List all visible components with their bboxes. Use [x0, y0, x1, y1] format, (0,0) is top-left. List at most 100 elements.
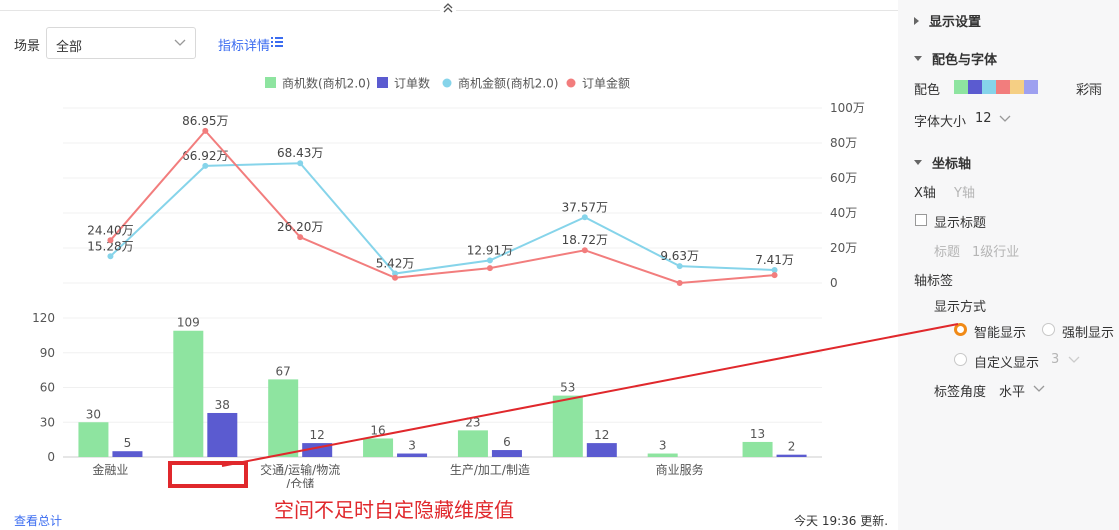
- line-value-label: 24.40万: [87, 223, 133, 237]
- title-input[interactable]: 1级行业: [972, 245, 1020, 260]
- legend-label: 商机金额(商机2.0): [458, 76, 558, 91]
- view-total-link[interactable]: 查看总计: [14, 514, 63, 528]
- annotation-highlight-box: [168, 461, 248, 488]
- palette-swatch: [968, 80, 982, 94]
- scene-select[interactable]: 全部: [46, 27, 196, 59]
- caret-down-icon: [914, 56, 922, 61]
- line-point: [771, 267, 778, 274]
- line-value-label: 5.42万: [376, 257, 415, 271]
- bar: [552, 395, 583, 457]
- bar: [397, 453, 428, 457]
- line-y-tick-label: 0: [830, 276, 838, 290]
- chevron-down-icon[interactable]: [1033, 385, 1045, 393]
- label-angle-label: 标签角度: [934, 385, 987, 400]
- indicator-detail-link[interactable]: 指标详情: [218, 39, 271, 54]
- chevron-down-icon[interactable]: [1068, 356, 1080, 364]
- section-color-font[interactable]: 配色与字体: [914, 49, 997, 68]
- legend-swatch: [265, 77, 276, 88]
- legend-label: 订单数: [394, 76, 430, 91]
- line-point: [771, 272, 778, 279]
- bar-value-label: 67: [276, 364, 291, 378]
- palette-swatch: [1024, 80, 1038, 94]
- legend-swatch: [566, 78, 576, 88]
- line-y-tick-label: 40万: [830, 206, 857, 220]
- bar: [363, 438, 394, 457]
- radio-custom-display[interactable]: [954, 353, 967, 366]
- line-point: [392, 274, 399, 281]
- line-value-label: 15.28万: [87, 239, 133, 253]
- bar-value-label: 13: [750, 427, 765, 441]
- bar: [776, 454, 807, 457]
- bar: [302, 443, 333, 457]
- bar-value-label: 5: [124, 436, 132, 450]
- section-axis-label: 坐标轴: [932, 157, 972, 172]
- bar: [207, 412, 238, 457]
- axis-label-section: 轴标签: [914, 274, 954, 289]
- caret-right-icon: [914, 16, 919, 25]
- legend-label: 商机数(商机2.0): [282, 76, 370, 91]
- chevron-down-icon[interactable]: [1086, 83, 1098, 91]
- section-display-settings-label: 显示设置: [929, 15, 982, 30]
- line-series: [109, 129, 775, 285]
- x-category-label: /仓储: [286, 476, 314, 488]
- palette-swatch: [954, 80, 968, 94]
- palette-name[interactable]: 彩雨: [1076, 83, 1103, 98]
- bar: [78, 422, 109, 457]
- legend-swatch: [377, 77, 388, 88]
- bar-value-label: 23: [465, 415, 480, 429]
- x-category-label: 金融业: [92, 462, 128, 477]
- scene-label: 场景: [14, 39, 41, 54]
- line-point: [202, 127, 209, 134]
- bar-value-label: 12: [310, 428, 325, 442]
- radio-smart-display[interactable]: [954, 323, 967, 336]
- line-point: [202, 162, 209, 169]
- bar-value-label: 2: [788, 440, 796, 454]
- line-y-tick-label: 60万: [830, 171, 857, 185]
- update-time-text: 今天 19:36 更新.: [794, 514, 889, 528]
- custom-display-value[interactable]: 3: [1051, 352, 1060, 367]
- line-point: [676, 263, 683, 270]
- display-mode-label: 显示方式: [934, 300, 987, 315]
- line-point: [392, 270, 399, 277]
- x-category-label: 生产/加工/制造: [450, 463, 530, 477]
- color-label: 配色: [914, 83, 941, 98]
- line-value-label: 9.63万: [660, 249, 699, 263]
- bar-value-label: 12: [594, 428, 609, 442]
- line-value-label: 18.72万: [562, 233, 608, 247]
- font-size-value[interactable]: 12: [975, 111, 992, 126]
- line-value-label: 66.92万: [182, 149, 228, 163]
- caret-down-icon: [914, 160, 922, 165]
- chart-main-area: 场景 全部 指标详情 商机数(商机2.0) 订单数 商机金额(商机2.0) 订单金额 0…: [0, 2, 898, 528]
- line-point: [676, 280, 683, 286]
- show-title-checkbox[interactable]: [915, 214, 927, 226]
- chevron-down-icon: [174, 39, 186, 46]
- line-value-label: 26.20万: [277, 220, 323, 234]
- tab-x-axis[interactable]: X轴: [914, 186, 936, 201]
- bar-value-label: 3: [659, 439, 667, 453]
- section-display-settings[interactable]: 显示设置: [914, 11, 981, 30]
- bar: [586, 443, 617, 457]
- tab-y-axis[interactable]: Y轴: [954, 186, 975, 201]
- collapse-up-icon[interactable]: [440, 2, 456, 18]
- section-axis[interactable]: 坐标轴: [914, 153, 971, 172]
- bar-value-label: 16: [370, 423, 385, 437]
- bar-value-label: 3: [408, 439, 416, 453]
- palette-swatch: [996, 80, 1010, 94]
- line-value-label: 86.95万: [182, 114, 228, 128]
- bar: [647, 453, 678, 457]
- palette-swatch: [1010, 80, 1024, 94]
- line-point: [581, 247, 588, 254]
- line-series: [109, 162, 775, 275]
- line-y-tick-label: 100万: [830, 101, 865, 115]
- label-angle-value[interactable]: 水平: [999, 385, 1026, 400]
- bar-y-tick-label: 30: [40, 415, 55, 429]
- font-size-label: 字体大小: [914, 115, 967, 130]
- custom-display-label: 自定义显示: [974, 356, 1040, 371]
- line-value-label: 7.41万: [755, 253, 794, 267]
- line-point: [107, 253, 114, 260]
- palette-swatches[interactable]: [954, 80, 1038, 94]
- chevron-down-icon[interactable]: [999, 115, 1011, 123]
- radio-force-display[interactable]: [1042, 323, 1055, 336]
- list-icon[interactable]: [271, 37, 283, 47]
- scene-select-value: 全部: [56, 40, 83, 55]
